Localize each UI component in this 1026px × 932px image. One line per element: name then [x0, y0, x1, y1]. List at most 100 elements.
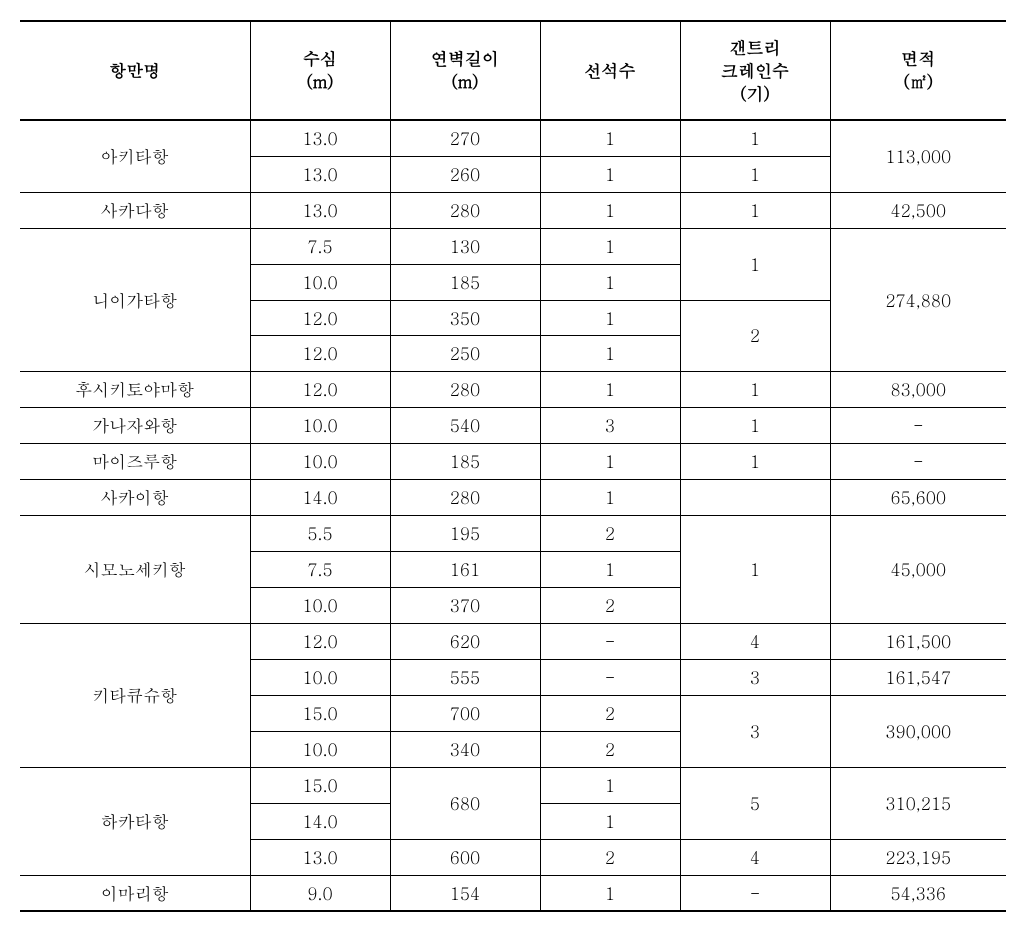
cell-berth: 1	[540, 336, 680, 372]
cell-depth: 12.0	[250, 372, 390, 408]
cell-crane: 4	[680, 623, 830, 659]
port-name: 니이가타항	[20, 228, 250, 372]
cell-depth: 9.0	[250, 875, 390, 911]
port-name: 마이즈루항	[20, 444, 250, 480]
cell-wall: 540	[390, 408, 540, 444]
cell-depth: 10.0	[250, 731, 390, 767]
table-row: 니이가타항 7.5 130 1 1 274,880	[20, 228, 1006, 264]
cell-berth: -	[540, 659, 680, 695]
cell-depth: 14.0	[250, 480, 390, 516]
cell-area: 45,000	[830, 516, 1006, 624]
cell-crane: 1	[680, 120, 830, 156]
table-row: 사카다항 13.0 280 1 1 42,500	[20, 192, 1006, 228]
cell-area: 113,000	[830, 120, 1006, 192]
cell-wall: 280	[390, 372, 540, 408]
cell-crane	[680, 480, 830, 516]
cell-crane: 4	[680, 839, 830, 875]
cell-wall: 370	[390, 588, 540, 624]
cell-area: 161,547	[830, 659, 1006, 695]
cell-crane: 5	[680, 767, 830, 839]
cell-area: 83,000	[830, 372, 1006, 408]
cell-wall: 280	[390, 192, 540, 228]
table-row: 가나자와항 10.0 540 3 1 -	[20, 408, 1006, 444]
cell-crane: 1	[680, 192, 830, 228]
cell-depth: 13.0	[250, 839, 390, 875]
cell-wall: 700	[390, 695, 540, 731]
cell-depth: 13.0	[250, 192, 390, 228]
cell-area: 161,500	[830, 623, 1006, 659]
cell-berth: 1	[540, 552, 680, 588]
header-row: 항만명 수심(m) 연벽길이(m) 선석수 갠트리크레인수(기) 면적(㎡)	[20, 21, 1006, 120]
cell-berth: 1	[540, 444, 680, 480]
cell-berth: 1	[540, 803, 680, 839]
cell-depth: 10.0	[250, 659, 390, 695]
cell-area: -	[830, 408, 1006, 444]
cell-depth: 10.0	[250, 588, 390, 624]
cell-crane: 1	[680, 408, 830, 444]
table-row: 후시키토야마항 12.0 280 1 1 83,000	[20, 372, 1006, 408]
cell-area: 65,600	[830, 480, 1006, 516]
port-name: 사카다항	[20, 192, 250, 228]
port-name: 키타큐슈항	[20, 623, 250, 767]
cell-berth: 1	[540, 228, 680, 264]
cell-berth: 1	[540, 480, 680, 516]
cell-depth: 10.0	[250, 264, 390, 300]
cell-depth: 14.0	[250, 803, 390, 839]
col-crane-header: 갠트리크레인수(기)	[680, 21, 830, 120]
cell-area: 42,500	[830, 192, 1006, 228]
cell-depth: 12.0	[250, 336, 390, 372]
cell-wall: 260	[390, 156, 540, 192]
table-row: 이마리항 9.0 154 1 - 54,336	[20, 875, 1006, 911]
cell-crane: 1	[680, 516, 830, 624]
cell-depth: 15.0	[250, 695, 390, 731]
cell-depth: 12.0	[250, 623, 390, 659]
cell-berth: 1	[540, 156, 680, 192]
cell-crane: -	[680, 875, 830, 911]
cell-berth: 2	[540, 731, 680, 767]
port-name: 하카타항	[20, 767, 250, 875]
cell-depth: 12.0	[250, 300, 390, 336]
col-area-header: 면적(㎡)	[830, 21, 1006, 120]
cell-wall: 350	[390, 300, 540, 336]
cell-berth: 2	[540, 588, 680, 624]
cell-area: -	[830, 444, 1006, 480]
cell-berth: 1	[540, 300, 680, 336]
cell-wall: 161	[390, 552, 540, 588]
cell-berth: 1	[540, 372, 680, 408]
cell-area: 274,880	[830, 228, 1006, 372]
cell-wall: 250	[390, 336, 540, 372]
table-row: 아키타항 13.0 270 1 1 113,000	[20, 120, 1006, 156]
cell-depth: 7.5	[250, 228, 390, 264]
cell-berth: 1	[540, 875, 680, 911]
port-name: 이마리항	[20, 875, 250, 911]
cell-berth: 1	[540, 120, 680, 156]
table-row: 사카이항 14.0 280 1 65,600	[20, 480, 1006, 516]
cell-berth: -	[540, 623, 680, 659]
cell-crane: 3	[680, 659, 830, 695]
cell-wall: 185	[390, 264, 540, 300]
col-depth-header: 수심(m)	[250, 21, 390, 120]
cell-wall: 185	[390, 444, 540, 480]
table-row: 하카타항 15.0 680 1 5 310,215	[20, 767, 1006, 803]
table-row: 시모노세키항 5.5 195 2 1 45,000	[20, 516, 1006, 552]
cell-wall: 680	[390, 767, 540, 839]
cell-depth: 13.0	[250, 156, 390, 192]
cell-wall: 280	[390, 480, 540, 516]
table-row: 키타큐슈항 12.0 620 - 4 161,500	[20, 623, 1006, 659]
cell-wall: 620	[390, 623, 540, 659]
cell-crane: 1	[680, 156, 830, 192]
cell-depth: 15.0	[250, 767, 390, 803]
cell-area: 54,336	[830, 875, 1006, 911]
cell-crane: 1	[680, 228, 830, 300]
col-berth-header: 선석수	[540, 21, 680, 120]
cell-wall: 195	[390, 516, 540, 552]
port-name: 시모노세키항	[20, 516, 250, 624]
cell-berth: 1	[540, 192, 680, 228]
cell-berth: 3	[540, 408, 680, 444]
cell-wall: 555	[390, 659, 540, 695]
cell-depth: 7.5	[250, 552, 390, 588]
cell-depth: 13.0	[250, 120, 390, 156]
cell-wall: 340	[390, 731, 540, 767]
cell-area: 390,000	[830, 695, 1006, 767]
cell-berth: 2	[540, 839, 680, 875]
